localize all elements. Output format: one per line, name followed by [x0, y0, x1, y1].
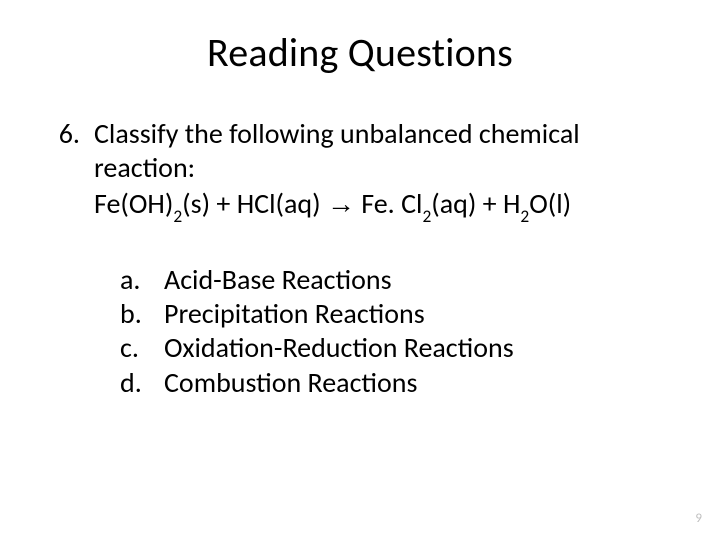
option-c: c. Oxidation-Reduction Reactions: [120, 331, 684, 365]
question-line-1: Classify the following unbalanced chemic…: [94, 117, 684, 151]
option-letter: c.: [120, 331, 164, 365]
slide: Reading Questions 6. Classify the follow…: [0, 0, 720, 540]
content-area: 6. Classify the following unbalanced che…: [36, 117, 684, 400]
eq-text-3: Fe. Cl: [355, 186, 422, 221]
option-letter: b.: [120, 297, 164, 331]
eq-text-4: (aq) + H: [431, 186, 520, 221]
eq-text-2: (s) + HCl(aq): [182, 186, 327, 221]
eq-sub-3: 2: [520, 205, 529, 227]
question-row: 6. Classify the following unbalanced che…: [36, 117, 684, 185]
option-text: Combustion Reactions: [164, 366, 684, 400]
eq-sub-1: 2: [173, 205, 182, 227]
option-text: Oxidation-Reduction Reactions: [164, 331, 684, 365]
page-number: 9: [695, 511, 702, 526]
option-text: Precipitation Reactions: [164, 297, 684, 331]
question-body: Classify the following unbalanced chemic…: [94, 117, 684, 185]
eq-sub-2: 2: [422, 205, 431, 227]
options-list: a. Acid-Base Reactions b. Precipitation …: [36, 263, 684, 400]
option-letter: a.: [120, 263, 164, 297]
option-text: Acid-Base Reactions: [164, 263, 684, 297]
option-a: a. Acid-Base Reactions: [120, 263, 684, 297]
arrow-icon: →: [327, 188, 355, 219]
option-d: d. Combustion Reactions: [120, 366, 684, 400]
option-b: b. Precipitation Reactions: [120, 297, 684, 331]
equation: Fe(OH)2(s) + HCl(aq) → Fe. Cl2(aq) + H2O…: [36, 187, 684, 225]
question-number: 6.: [36, 117, 94, 185]
question-line-2: reaction:: [94, 151, 684, 185]
eq-text-1: Fe(OH): [94, 186, 173, 221]
eq-text-5: O(l): [529, 186, 571, 221]
slide-title: Reading Questions: [36, 28, 684, 77]
option-letter: d.: [120, 366, 164, 400]
